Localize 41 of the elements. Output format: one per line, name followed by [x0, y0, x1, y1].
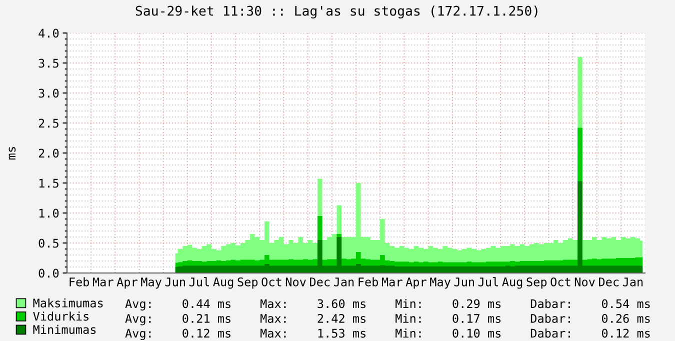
text: Avg: 0.21 ms Max: 2.42 ms Min: 0.17 ms Dabar: 0.26 ms	[125, 314, 650, 326]
x-tick-label: Mar	[92, 278, 114, 286]
x-tick-label: Aug	[502, 278, 522, 289]
legend-label: Maksimumas	[33, 298, 103, 308]
y-tick-label: 2.5	[38, 118, 58, 128]
x-tick-label: Dec	[599, 278, 619, 286]
x-tick-label: Feb	[358, 277, 378, 286]
x-tick-label: Jun	[454, 278, 474, 286]
x-tick-label: Jul	[478, 277, 498, 286]
x-tick-label: Oct	[550, 277, 570, 286]
x-tick-label: Jan	[334, 278, 354, 286]
x-tick-label: Jun	[165, 278, 185, 286]
legend-label: Minimumas	[33, 324, 96, 334]
x-tick-label: May	[141, 278, 162, 289]
x-tick-label: May	[430, 278, 450, 289]
y-tick-label: 3.5	[38, 58, 58, 68]
y-axis-title: ms	[8, 147, 16, 160]
x-tick-label: Sep	[238, 277, 258, 289]
x-tick-label: Nov	[286, 278, 306, 286]
legend-label: Vidurkis	[33, 312, 88, 321]
x-tick-label: Apr	[116, 278, 138, 289]
y-tick-label: 3.0	[38, 88, 59, 98]
text: Avg: 0.12 ms Max: 1.53 ms Min: 0.10 ms Dabar: 0.12 ms	[125, 328, 650, 340]
x-tick-label: Apr	[406, 278, 426, 289]
text: Avg: 0.44 ms Max: 3.60 ms Min: 0.29 ms Dabar: 0.54 ms	[125, 299, 650, 311]
y-tick-label: 1.0	[39, 208, 59, 218]
y-tick-label: 1.5	[39, 178, 58, 188]
x-tick-label: Oct	[262, 277, 282, 286]
x-tick-label: Dec	[310, 278, 330, 286]
x-tick-label: Mar	[382, 278, 402, 286]
x-tick-label: Sep	[526, 277, 547, 289]
x-tick-label: Nov	[574, 278, 595, 286]
chart-title: Sau-29-ket 11:30 :: Lag'as su stogas (172.17.1.250)	[136, 6, 538, 18]
x-tick-label: Feb	[70, 277, 90, 286]
x-tick-label: Jul	[189, 277, 209, 286]
x-tick-label: Jan	[622, 278, 643, 286]
y-tick-label: 0.0	[38, 268, 59, 278]
y-tick-label: 0.5	[38, 238, 58, 248]
y-tick-label: 2.0	[38, 148, 59, 158]
y-tick-label: 4.0	[38, 28, 59, 38]
x-tick-label: Aug	[213, 278, 234, 289]
